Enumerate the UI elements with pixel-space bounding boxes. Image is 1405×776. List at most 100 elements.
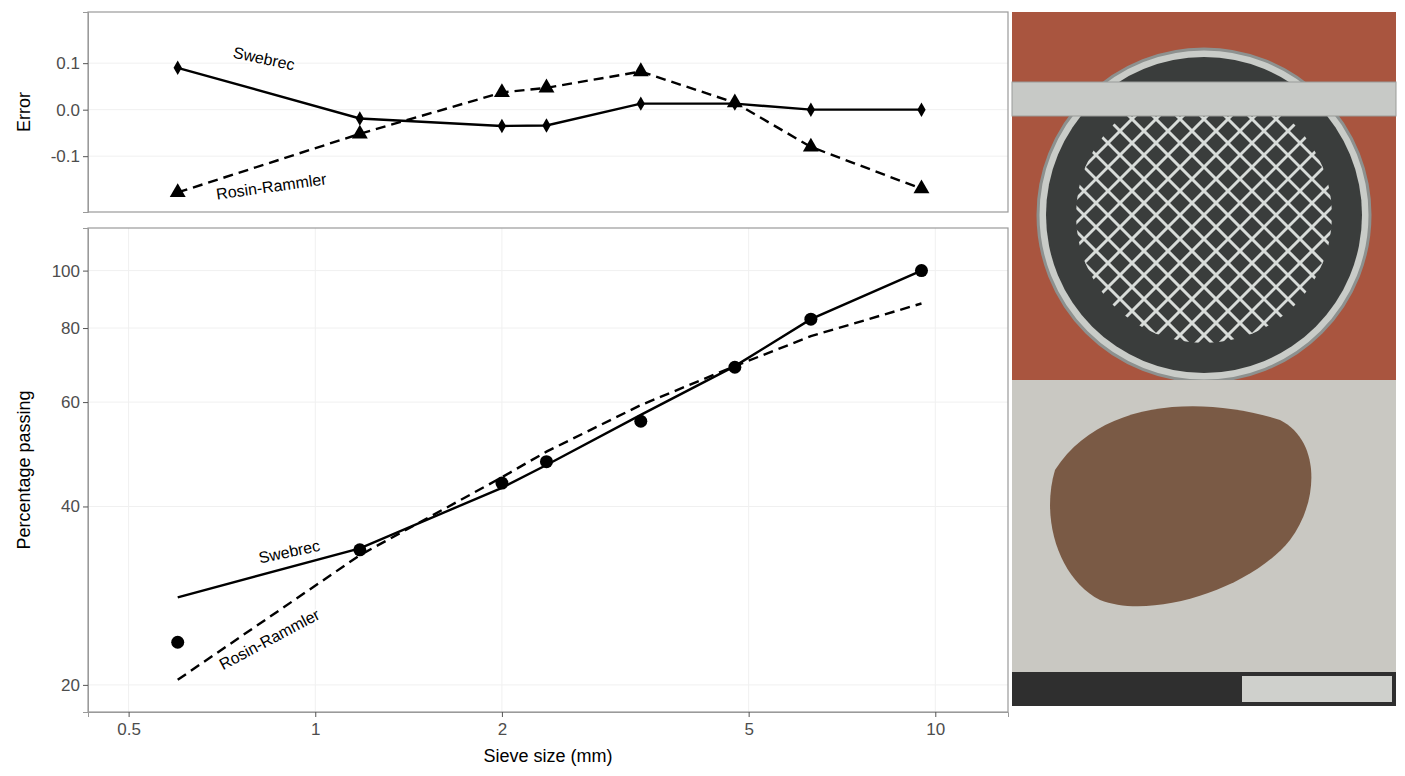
panel: 20 40 60 80 100 0.5 1 2 5 10 Percentage passing Sie… — [14, 228, 1009, 766]
tick: 10 — [926, 712, 945, 739]
panel: -0.1 0.0 0.1 Error Swebrec Rosin-Rammler — [14, 12, 1008, 213]
tick: 20 — [61, 676, 88, 695]
grid-line — [88, 402, 1008, 403]
data-point — [917, 102, 925, 116]
photos — [618, 0, 1405, 706]
figure: -0.1 0.0 0.1 Error Swebrec Rosin-Rammler 20 40 6… — [0, 0, 1405, 776]
data-point — [356, 111, 364, 125]
data-point — [352, 125, 368, 139]
series-line — [178, 304, 922, 680]
tick-label: 1 — [311, 720, 320, 739]
tick-label: 0.1 — [56, 54, 80, 73]
tick-mark — [749, 712, 750, 717]
tick-mark — [83, 110, 88, 111]
y-axis: -0.1 0.0 0.1 — [51, 13, 89, 213]
grid — [88, 228, 1008, 712]
tick-label: 0.0 — [56, 101, 80, 120]
tick: 0.0 — [56, 101, 88, 120]
tick-label: 10 — [926, 720, 945, 739]
tick-mark — [502, 712, 503, 717]
grid-line — [88, 63, 1008, 64]
tick-mark — [129, 712, 130, 717]
series-label: Swebrec — [232, 44, 296, 74]
tick-label: 0.5 — [117, 720, 141, 739]
data-point — [174, 61, 182, 75]
tick-label: 80 — [61, 319, 80, 338]
data-point — [498, 119, 506, 133]
tick-label: 100 — [52, 262, 80, 281]
tick: 2 — [498, 712, 507, 739]
tick-label: 20 — [61, 676, 80, 695]
photo-background — [1012, 12, 1396, 380]
series-label: Swebrec — [257, 537, 321, 567]
plot-frame — [88, 12, 1008, 212]
data-point — [914, 180, 930, 194]
tick-label: 2 — [498, 720, 507, 739]
data-point — [807, 102, 815, 116]
data-point — [494, 83, 510, 97]
data-point — [633, 62, 649, 76]
data-point — [170, 183, 186, 197]
tick-mark — [315, 712, 316, 717]
axis-line — [83, 13, 89, 213]
data-point — [803, 138, 819, 152]
series-label: Rosin-Rammler — [215, 170, 328, 202]
plot-frame — [88, 228, 1008, 712]
tick-label: 40 — [61, 497, 80, 516]
tick-label: 60 — [61, 393, 80, 412]
grid-line — [88, 684, 1008, 685]
data-point — [539, 79, 555, 93]
series-label: Rosin-Rammler — [216, 605, 323, 672]
grid-line — [501, 228, 502, 712]
grid-line — [88, 328, 1008, 329]
data-point — [171, 636, 184, 649]
tick: 60 — [61, 393, 88, 412]
tick: -0.1 — [51, 147, 88, 166]
plot-area — [171, 264, 928, 680]
sample-pile — [1050, 406, 1311, 606]
series-line — [178, 72, 922, 193]
axis-title: Sieve size (mm) — [483, 746, 612, 766]
x-axis: 0.5 1 2 5 10 — [89, 712, 1009, 739]
axis-line — [89, 713, 1009, 718]
grid — [88, 63, 1008, 156]
tick: 0.1 — [56, 54, 88, 73]
tick: 0.5 — [117, 712, 141, 739]
tick-mark — [83, 685, 88, 686]
data-point — [727, 93, 743, 107]
grid-line — [935, 228, 936, 712]
data-point — [637, 96, 645, 110]
axis-line — [83, 229, 89, 713]
series-line — [178, 68, 922, 126]
grid-line — [748, 228, 749, 712]
ruler — [1012, 82, 1396, 116]
tick-mark — [935, 712, 936, 717]
tick-mark — [83, 156, 88, 157]
tick-mark — [83, 402, 88, 403]
grid-line — [88, 270, 1008, 271]
tick-label: 5 — [744, 720, 753, 739]
ruler — [1012, 672, 1396, 706]
grid-line — [88, 506, 1008, 507]
tick-mark — [83, 271, 88, 272]
data-point — [915, 264, 928, 277]
grid-line — [315, 228, 316, 712]
tick-label: -0.1 — [51, 147, 80, 166]
axis-title: Percentage passing — [14, 390, 34, 549]
tick-mark — [83, 506, 88, 507]
axis-title: Error — [14, 92, 34, 132]
tick: 80 — [61, 319, 88, 338]
tick-mark — [83, 63, 88, 64]
grid-line — [128, 228, 129, 712]
grid-line — [88, 156, 1008, 157]
y-axis: 20 40 60 80 100 — [52, 229, 89, 713]
tick-mark — [83, 328, 88, 329]
tick: 100 — [52, 262, 88, 281]
tick: 40 — [61, 497, 88, 516]
photo-background — [1012, 380, 1396, 674]
ruler — [1242, 676, 1392, 702]
data-point — [542, 118, 550, 132]
series-line — [178, 271, 922, 598]
tick: 5 — [744, 712, 753, 739]
tick: 1 — [311, 712, 320, 739]
